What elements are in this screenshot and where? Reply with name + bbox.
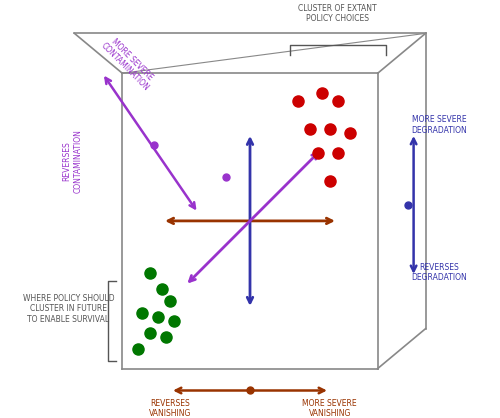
Text: MORE SEVERE
VANISHING: MORE SEVERE VANISHING [302,399,357,418]
Text: WHERE POLICY SHOULD
CLUSTER IN FUTURE
TO ENABLE SURVIVAL: WHERE POLICY SHOULD CLUSTER IN FUTURE TO… [22,294,114,324]
Text: CLUSTER OF EXTANT
POLICY CHOICES: CLUSTER OF EXTANT POLICY CHOICES [298,4,377,23]
Text: REVERSES
DEGRADATION: REVERSES DEGRADATION [412,263,468,283]
Text: MORE SEVERE
DEGRADATION: MORE SEVERE DEGRADATION [412,115,468,135]
Text: MORE SEVERE
CONTAMINATION: MORE SEVERE CONTAMINATION [99,34,158,93]
Text: REVERSES
VANISHING: REVERSES VANISHING [149,399,192,418]
Text: REVERSES
CONTAMINATION: REVERSES CONTAMINATION [62,129,82,193]
